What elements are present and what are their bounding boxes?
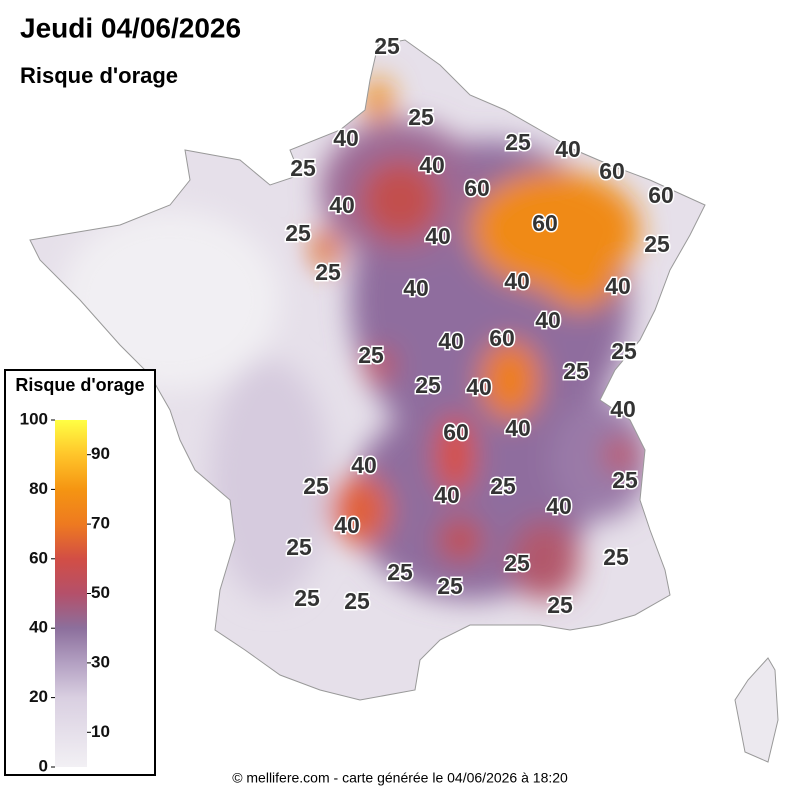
color-bar — [55, 420, 87, 767]
contour-label: 60 — [648, 182, 674, 208]
contour-label: 60 — [464, 175, 490, 201]
contour-label: 25 — [286, 534, 312, 560]
contour-label: 25 — [358, 342, 384, 368]
tick-label: 70 — [91, 514, 110, 533]
contour-label: 25 — [294, 585, 320, 611]
contour-label: 40 — [329, 192, 355, 218]
contour-label: 25 — [612, 467, 638, 493]
tick-label: 80 — [29, 479, 48, 498]
contour-label: 25 — [374, 33, 400, 59]
contour-label: 60 — [599, 158, 625, 184]
contour-label: 40 — [610, 396, 636, 422]
contour-label: 40 — [466, 374, 492, 400]
contour-label: 25 — [563, 358, 589, 384]
contour-label: 25 — [603, 544, 629, 570]
tick-label: 0 — [39, 756, 48, 775]
contour-label: 40 — [546, 493, 572, 519]
subtitle: Risque d'orage — [20, 63, 178, 88]
contour-label: 25 — [290, 155, 316, 181]
contour-label: 40 — [505, 415, 531, 441]
tick-label: 40 — [29, 618, 48, 637]
contour-label: 40 — [351, 452, 377, 478]
contour-label: 60 — [532, 210, 558, 236]
contour-label: 40 — [555, 136, 581, 162]
legend-title: Risque d'orage — [15, 375, 144, 395]
contour-label: 25 — [437, 573, 463, 599]
tick-label: 60 — [29, 548, 48, 567]
contour-label: 40 — [334, 512, 360, 538]
contour-label: 25 — [490, 473, 516, 499]
contour-label: 40 — [333, 125, 359, 151]
contour-label: 25 — [504, 550, 530, 576]
contour-label: 40 — [535, 307, 561, 333]
contour-label: 25 — [387, 559, 413, 585]
tick-label: 20 — [29, 687, 48, 706]
contour-label: 25 — [547, 592, 573, 618]
tick-label: 100 — [20, 409, 48, 428]
contour-label: 25 — [344, 588, 370, 614]
contour-label: 40 — [434, 482, 460, 508]
contour-label: 25 — [408, 104, 434, 130]
contour-label: 40 — [438, 328, 464, 354]
contour-label: 25 — [644, 231, 670, 257]
title: Jeudi 04/06/2026 — [20, 12, 241, 43]
contour-label: 60 — [489, 325, 515, 351]
contour-label: 60 — [443, 419, 469, 445]
tick-label: 50 — [91, 583, 110, 602]
corsica — [734, 657, 779, 763]
contour-label: 25 — [315, 259, 341, 285]
contour-label: 40 — [419, 152, 445, 178]
tick-label: 30 — [91, 652, 110, 671]
legend-ticks: 0 20 40 60 80 100 10 30 50 70 90 — [20, 409, 110, 775]
contour-label: 40 — [605, 273, 631, 299]
contour-label: 40 — [425, 223, 451, 249]
contour-label: 40 — [403, 275, 429, 301]
contour-label: 25 — [505, 129, 531, 155]
contour-label: 25 — [303, 473, 329, 499]
tick-label: 90 — [91, 444, 110, 463]
contour-label: 25 — [611, 338, 637, 364]
footer: © mellifere.com - carte générée le 04/06… — [232, 770, 568, 786]
tick-label: 10 — [91, 722, 110, 741]
contour-label: 40 — [504, 268, 530, 294]
contour-label: 25 — [415, 372, 441, 398]
contour-label: 25 — [285, 220, 311, 246]
